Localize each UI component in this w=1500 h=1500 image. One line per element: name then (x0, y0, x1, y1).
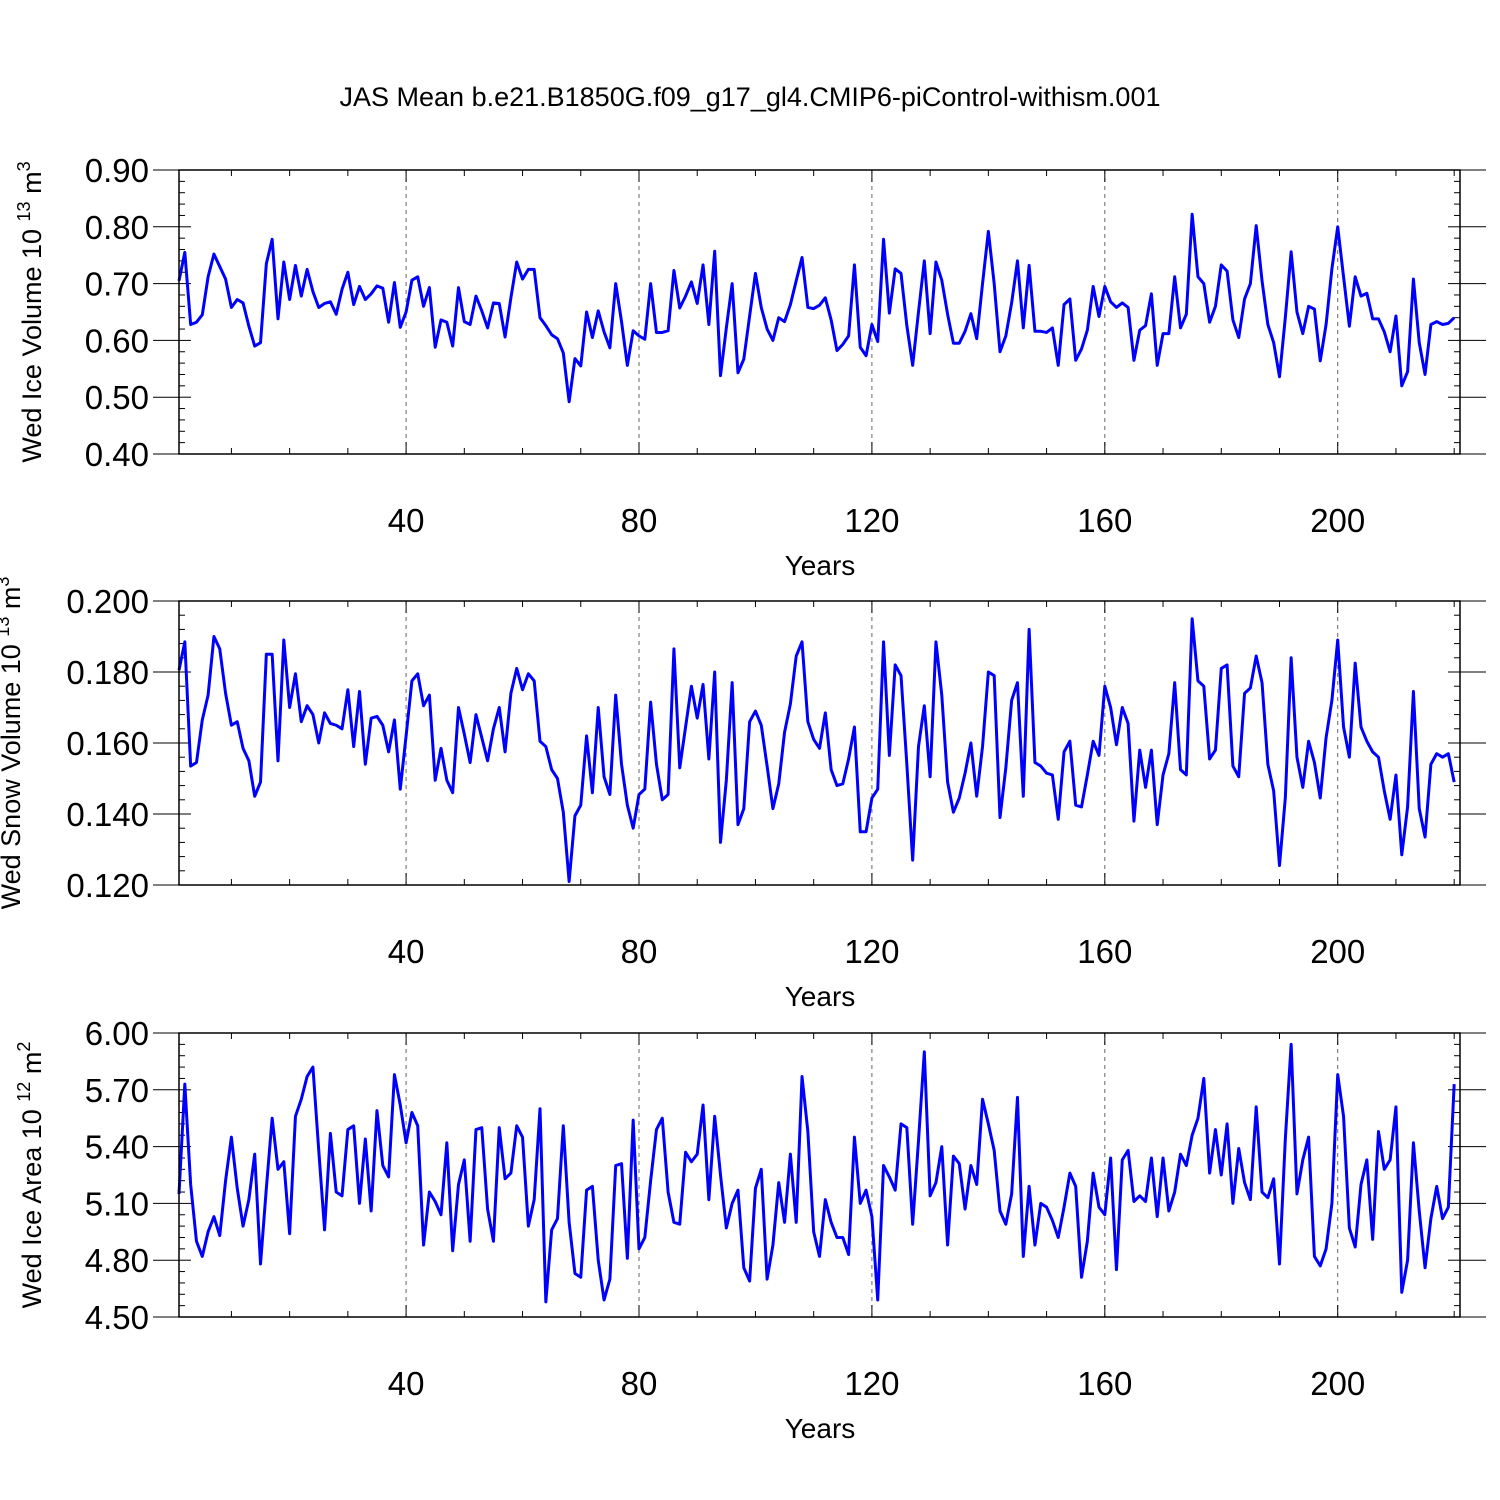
x-tick-label: 80 (621, 502, 658, 539)
series-line (177, 212, 1456, 404)
x-axis-label: Years (785, 1413, 856, 1444)
y-tick-label: 0.140 (66, 796, 149, 833)
x-tick-label: 120 (844, 502, 899, 539)
x-tick-label: 40 (388, 933, 425, 970)
panels: 0.40 0.50 0.60 0.70 0.80 0.90 40 80 120 160 200 Yea… (0, 152, 1486, 1444)
y-axis-label: Wed Snow Volume 10 13 m3 (0, 577, 26, 910)
chart-panel-2: 0.120 0.140 0.160 0.180 0.200 40 80 120 160 200 Ye… (0, 577, 1486, 1012)
x-tick-label: 160 (1077, 933, 1132, 970)
y-tick-label: 0.160 (66, 725, 149, 762)
y-tick-label: 0.180 (66, 654, 149, 691)
figure-title: JAS Mean b.e21.B1850G.f09_g17_gl4.CMIP6-… (340, 82, 1161, 112)
y-tick-label: 0.50 (85, 379, 149, 416)
x-tick-label: 200 (1310, 1365, 1365, 1402)
x-tick-label: 160 (1077, 1365, 1132, 1402)
y-tick-label: 6.00 (85, 1015, 149, 1052)
plot-frame (178, 600, 1461, 886)
x-tick-label: 200 (1310, 502, 1365, 539)
y-tick-label: 0.120 (66, 867, 149, 904)
y-tick-label: 0.80 (85, 209, 149, 246)
x-tick-label: 80 (621, 933, 658, 970)
y-tick-label: 0.200 (66, 583, 149, 620)
x-tick-label: 120 (844, 1365, 899, 1402)
y-tick-label: 0.40 (85, 436, 149, 473)
y-tick-label: 5.70 (85, 1072, 149, 1109)
x-tick-label: 160 (1077, 502, 1132, 539)
y-tick-label: 0.60 (85, 322, 149, 359)
chart-panel-1: 0.40 0.50 0.60 0.70 0.80 0.90 40 80 120 160 200 Yea… (14, 152, 1486, 581)
y-tick-label: 0.70 (85, 266, 149, 303)
x-axis-label: Years (785, 550, 856, 581)
y-tick-label: 4.80 (85, 1242, 149, 1279)
chart-panel-3: 4.50 4.80 5.10 5.40 5.70 6.00 40 80 120 160 200 Yea… (14, 1015, 1486, 1444)
x-tick-label: 40 (388, 1365, 425, 1402)
x-tick-label: 40 (388, 502, 425, 539)
series-line (177, 617, 1456, 883)
x-tick-label: 80 (621, 1365, 658, 1402)
y-tick-label: 0.90 (85, 152, 149, 189)
x-tick-label: 200 (1310, 933, 1365, 970)
y-axis-label: Wed Ice Area 10 12 m2 (14, 1042, 47, 1309)
x-axis-label: Years (785, 981, 856, 1012)
plot-frame (178, 1032, 1461, 1318)
y-axis-label: Wed Ice Volume 10 13 m3 (14, 161, 47, 462)
series-line (177, 1042, 1456, 1304)
y-tick-label: 5.40 (85, 1129, 149, 1166)
y-tick-label: 5.10 (85, 1185, 149, 1222)
x-tick-label: 120 (844, 933, 899, 970)
plot-frame (178, 169, 1461, 455)
y-tick-label: 4.50 (85, 1299, 149, 1336)
